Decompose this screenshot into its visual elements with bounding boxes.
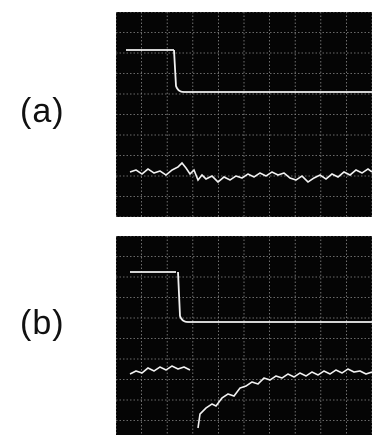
panel-label-a: (a)	[20, 92, 65, 130]
oscilloscope-screen-b	[116, 236, 372, 435]
bottom-trace	[129, 161, 372, 184]
oscilloscope-traces-b	[116, 236, 372, 435]
top-trace	[126, 49, 372, 93]
pre-drop-trace	[129, 365, 191, 375]
recovery-trace	[197, 368, 372, 429]
graticule-grid	[116, 12, 372, 217]
graticule-grid	[116, 236, 372, 435]
oscilloscope-screen-a	[116, 12, 372, 217]
panel-label-b: (b)	[20, 304, 65, 342]
top-trace	[130, 271, 372, 323]
oscilloscope-traces-a	[116, 12, 372, 217]
